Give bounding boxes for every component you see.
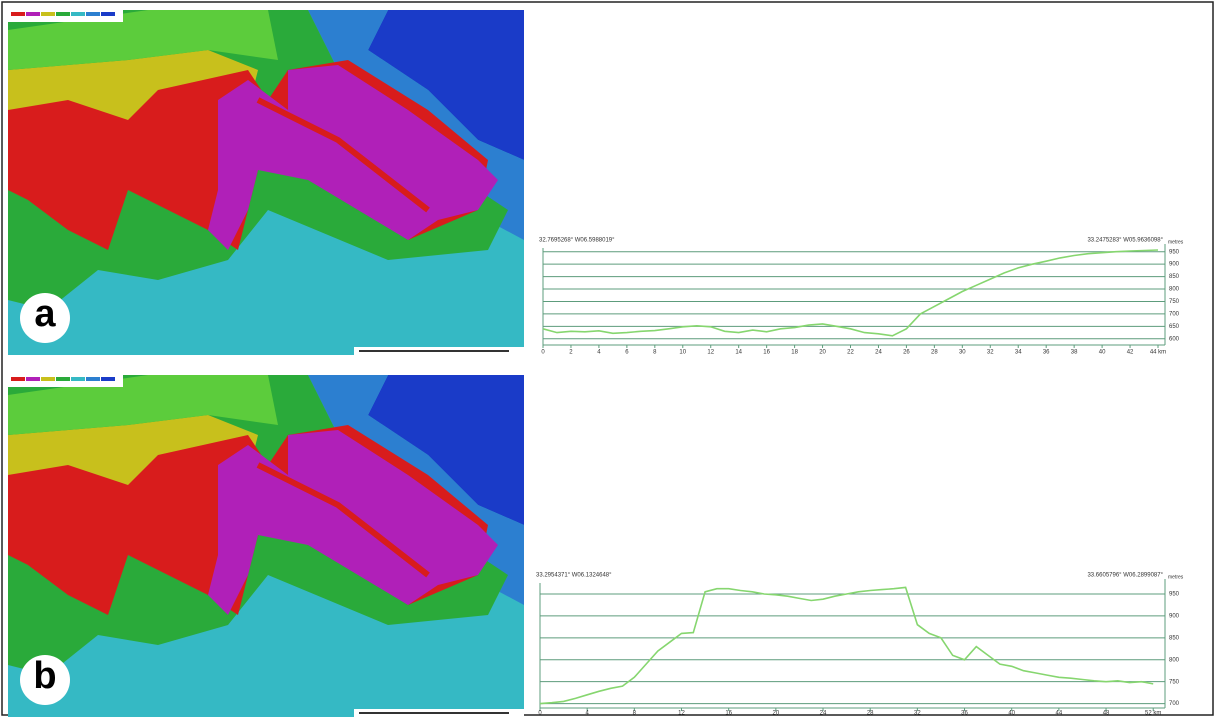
legend-swatch xyxy=(56,12,70,16)
y-tick-label: 650 xyxy=(1169,324,1180,330)
x-tick-label: 24 xyxy=(820,711,827,717)
x-tick-label: 14 xyxy=(735,350,742,356)
y-tick-label: 900 xyxy=(1169,262,1180,268)
y-tick-label: 700 xyxy=(1169,311,1180,317)
legend-swatch xyxy=(71,12,85,16)
x-tick-label: 22 xyxy=(847,350,854,356)
x-tick-label: 48 xyxy=(1103,711,1110,717)
x-tick-label: 30 xyxy=(959,350,966,356)
x-tick-label: 40 xyxy=(1008,711,1015,717)
legend-swatch xyxy=(86,12,100,16)
y-tick-label: 750 xyxy=(1169,679,1180,685)
x-tick-label: 2 xyxy=(569,350,573,356)
x-tick-label: 8 xyxy=(653,350,657,356)
x-tick-label: 34 xyxy=(1015,350,1022,356)
legend-swatch xyxy=(101,377,115,381)
x-tick-label: 26 xyxy=(903,350,910,356)
x-tick-label: 52 km xyxy=(1145,711,1161,717)
legend-swatch xyxy=(26,12,40,16)
x-tick-label: 16 xyxy=(763,350,770,356)
x-tick-label: 44 xyxy=(1056,711,1063,717)
elevation-map xyxy=(8,375,524,717)
legend-swatch xyxy=(71,377,85,381)
x-tick-label: 20 xyxy=(773,711,780,717)
x-tick-label: 0 xyxy=(541,350,545,356)
x-tick-label: 32 xyxy=(914,711,921,717)
legend-swatch xyxy=(11,377,25,381)
y-unit: metres xyxy=(1168,574,1184,580)
y-tick-label: 600 xyxy=(1169,336,1180,342)
x-tick-label: 40 xyxy=(1099,350,1106,356)
panel-label: a xyxy=(34,293,56,335)
y-tick-label: 850 xyxy=(1169,635,1180,641)
y-tick-label: 800 xyxy=(1169,657,1180,663)
figure: a 32.7695268° W06.5988019° 33.2475283° W05… xyxy=(0,0,1217,717)
legend-swatch xyxy=(41,12,55,16)
x-tick-label: 32 xyxy=(987,350,994,356)
y-tick-label: 750 xyxy=(1169,299,1180,305)
x-tick-label: 16 xyxy=(725,711,732,717)
elevation-map xyxy=(8,10,524,355)
y-tick-label: 700 xyxy=(1169,701,1180,707)
legend-swatch xyxy=(41,377,55,381)
end-coordinate: 33.6605796° W06.2899087° xyxy=(1087,573,1163,579)
x-tick-label: 42 xyxy=(1127,350,1134,356)
legend-swatch xyxy=(101,12,115,16)
legend-swatch xyxy=(11,12,25,16)
y-tick-label: 900 xyxy=(1169,613,1180,619)
x-tick-label: 20 xyxy=(819,350,826,356)
map-layers xyxy=(8,375,524,717)
x-tick-label: 28 xyxy=(867,711,874,717)
end-coordinate: 33.2475283° W05.9636098° xyxy=(1087,238,1163,244)
x-tick-label: 28 xyxy=(931,350,938,356)
x-tick-label: 10 xyxy=(679,350,686,356)
y-tick-label: 850 xyxy=(1169,274,1180,280)
scale-bar xyxy=(359,350,509,352)
panel-label: b xyxy=(33,655,56,697)
start-coordinate: 32.7695268° W06.5988019° xyxy=(539,238,615,244)
x-tick-label: 36 xyxy=(961,711,968,717)
y-tick-label: 950 xyxy=(1169,592,1180,598)
scale-bar xyxy=(359,712,509,714)
start-coordinate: 33.2954371° W06.1324648° xyxy=(536,573,612,579)
x-tick-label: 18 xyxy=(791,350,798,356)
x-tick-label: 24 xyxy=(875,350,882,356)
x-tick-label: 44 km xyxy=(1150,350,1166,356)
x-tick-label: 38 xyxy=(1071,350,1078,356)
elevation-profile xyxy=(540,587,1153,703)
legend-swatch xyxy=(86,377,100,381)
x-tick-label: 12 xyxy=(707,350,714,356)
y-tick-label: 800 xyxy=(1169,287,1180,293)
x-tick-label: 4 xyxy=(597,350,601,356)
y-unit: metres xyxy=(1168,239,1184,245)
map-layers xyxy=(8,10,524,355)
y-tick-label: 950 xyxy=(1169,249,1180,255)
x-tick-label: 12 xyxy=(678,711,685,717)
legend-swatch xyxy=(56,377,70,381)
elevation-profile xyxy=(543,250,1158,336)
legend-swatch xyxy=(26,377,40,381)
x-tick-label: 36 xyxy=(1043,350,1050,356)
x-tick-label: 6 xyxy=(625,350,629,356)
